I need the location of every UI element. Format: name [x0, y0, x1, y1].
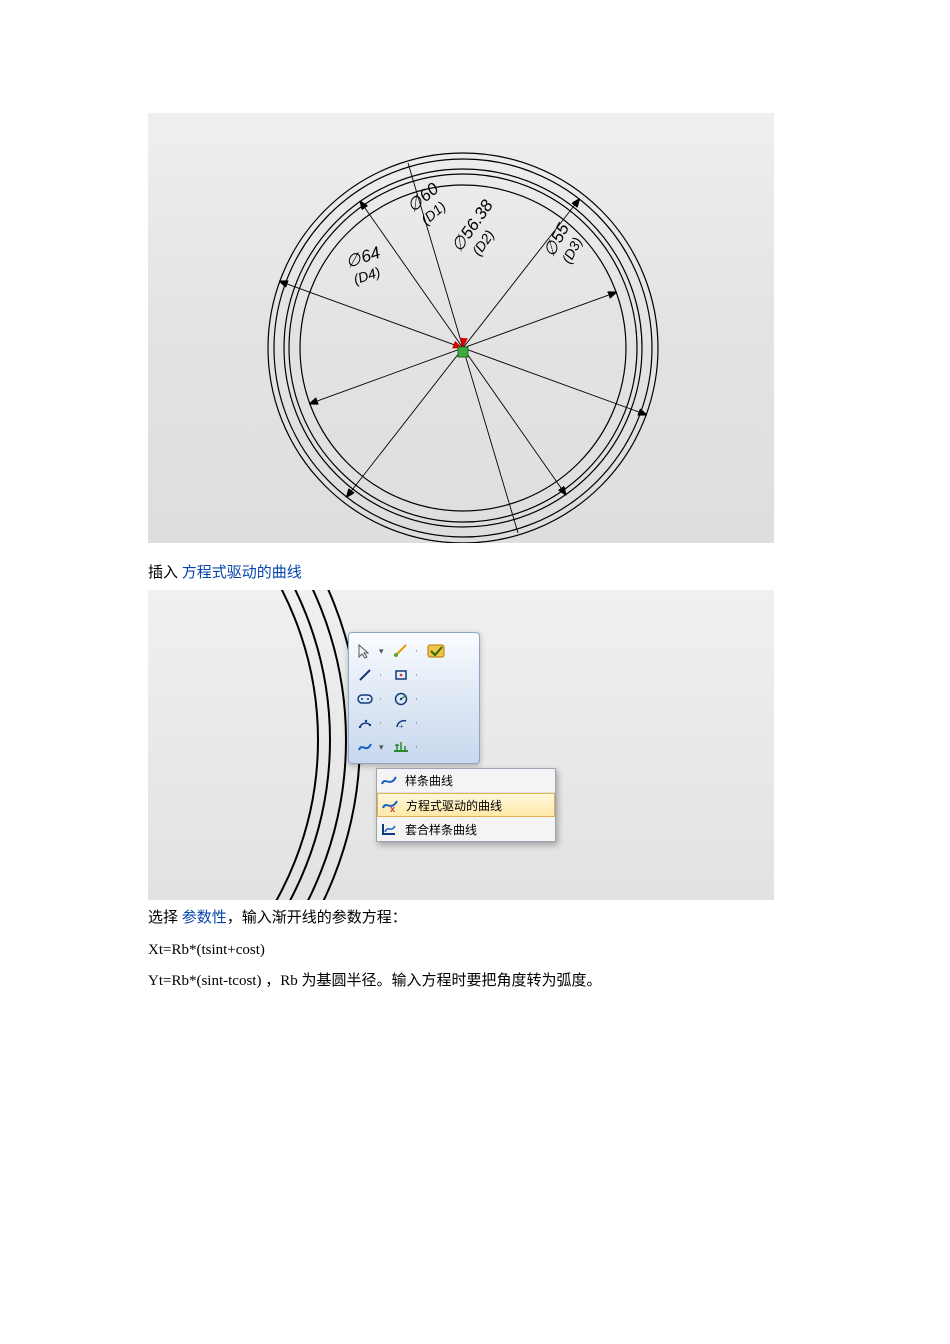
dropdown-item-equation-curve[interactable]: x 方程式驱动的曲线 — [377, 793, 555, 817]
circle-icon[interactable] — [389, 687, 413, 711]
smart-dimension-icon[interactable] — [389, 639, 413, 663]
dropdown-item-spline[interactable]: 样条曲线 — [377, 769, 555, 793]
spline-icon[interactable] — [353, 735, 377, 759]
arc-3point-icon[interactable] — [353, 711, 377, 735]
exit-sketch-icon[interactable] — [425, 639, 449, 663]
rectangle-icon[interactable] — [389, 663, 413, 687]
figure-toolbar-dropdown: ▾ · · · — [148, 590, 774, 900]
spline-icon — [379, 771, 399, 791]
spline-dropdown-menu: 样条曲线 x 方程式驱动的曲线 套合样条曲线 — [376, 768, 556, 842]
dropdown-item-label: 套合样条曲线 — [405, 821, 477, 838]
svg-text:+: + — [399, 722, 404, 731]
gear-sketch-svg: ∅ 60 (D1) ∅ 56.38 (D2) ∅ 55 (D3) ∅ 64 — [148, 113, 774, 543]
fit-spline-icon — [379, 819, 399, 839]
dropdown-item-label: 方程式驱动的曲线 — [406, 797, 502, 814]
svg-text:x: x — [390, 804, 395, 813]
body-line-1: 选择 参数性，输入渐开线的参数方程： — [148, 906, 950, 932]
arc-tangent-icon[interactable]: + — [389, 711, 413, 735]
caption-prefix: 插入 — [148, 565, 182, 581]
cursor-icon[interactable] — [353, 639, 377, 663]
caption-link: 方程式驱动的曲线 — [182, 565, 302, 581]
body-suffix: ，输入渐开线的参数方程： — [227, 910, 407, 926]
caption-insert-curve: 插入 方程式驱动的曲线 — [148, 561, 950, 582]
svg-text:64: 64 — [359, 243, 383, 267]
figure-gear-sketch: ∅ 60 (D1) ∅ 56.38 (D2) ∅ 55 (D3) ∅ 64 — [148, 113, 774, 543]
equation-x: Xt=Rb*(tsint+cost) — [148, 938, 950, 964]
dropdown-item-fit-spline[interactable]: 套合样条曲线 — [377, 817, 555, 841]
slot-icon[interactable] — [353, 687, 377, 711]
display-icon[interactable] — [389, 735, 413, 759]
dropdown-arrow-icon[interactable]: ▾ — [379, 646, 387, 657]
line-icon[interactable] — [353, 663, 377, 687]
sketch-toolbar-panel: ▾ · · · — [348, 632, 480, 764]
equation-y: Yt=Rb*(sint-tcost) ，Rb 为基圆半径。输入方程时要把角度转为… — [148, 969, 950, 995]
dropdown-item-label: 样条曲线 — [405, 772, 453, 789]
equation-curve-icon: x — [380, 795, 400, 815]
spline-dropdown-arrow-icon[interactable]: ▾ — [379, 742, 387, 753]
body-prefix: 选择 — [148, 910, 182, 926]
body-link: 参数性 — [182, 910, 227, 926]
